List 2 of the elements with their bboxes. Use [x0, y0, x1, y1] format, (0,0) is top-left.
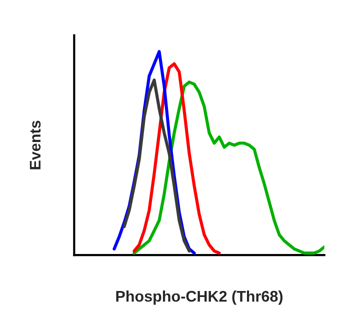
x-axis-title: Phospho-CHK2 (Thr68): [116, 290, 283, 305]
y-axis-title: Events: [30, 120, 41, 170]
